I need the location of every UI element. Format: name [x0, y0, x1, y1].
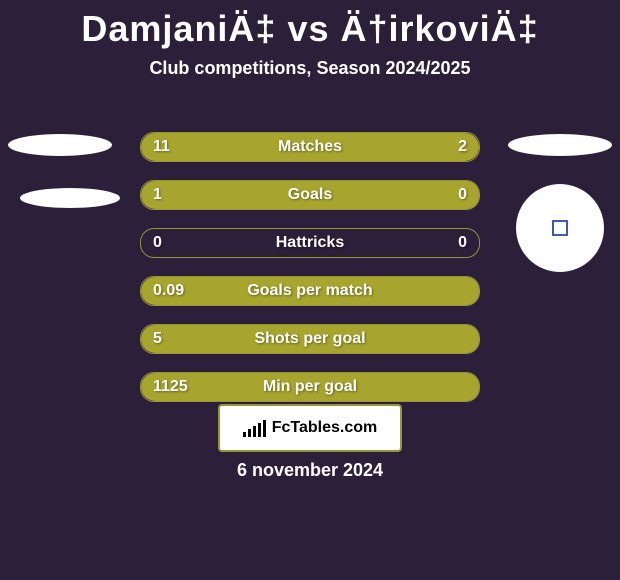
comparison-bars: 11Matches21Goals00Hattricks00.09Goals pe…	[140, 132, 480, 420]
stat-label: Matches	[141, 133, 479, 161]
stat-label: Hattricks	[141, 229, 479, 257]
page-title: DamjaniÄ‡ vs Ä†irkoviÄ‡	[0, 8, 620, 50]
fctables-logo: FcTables.com	[218, 404, 402, 452]
stat-label: Min per goal	[141, 373, 479, 401]
stat-row: 1125Min per goal	[140, 372, 480, 402]
stat-value-right: 0	[458, 229, 467, 257]
avatar-placeholder-right-2	[516, 184, 604, 272]
stat-row: 0Hattricks0	[140, 228, 480, 258]
stat-label: Goals	[141, 181, 479, 209]
stat-value-right: 0	[458, 181, 467, 209]
logo-text: FcTables.com	[272, 419, 378, 437]
stat-row: 1Goals0	[140, 180, 480, 210]
stat-row: 0.09Goals per match	[140, 276, 480, 306]
footer-date: 6 november 2024	[0, 460, 620, 481]
stat-row: 11Matches2	[140, 132, 480, 162]
stat-value-right: 2	[458, 133, 467, 161]
stat-label: Shots per goal	[141, 325, 479, 353]
page-root: DamjaniÄ‡ vs Ä†irkoviÄ‡ Club competition…	[0, 8, 620, 580]
stat-label: Goals per match	[141, 277, 479, 305]
page-subtitle: Club competitions, Season 2024/2025	[0, 58, 620, 79]
avatar-placeholder-left-2	[20, 188, 120, 208]
avatar-placeholder-right-1	[508, 134, 612, 156]
stat-row: 5Shots per goal	[140, 324, 480, 354]
flag-icon	[552, 220, 568, 236]
logo-bars-icon	[243, 420, 266, 437]
avatar-placeholder-left-1	[8, 134, 112, 156]
